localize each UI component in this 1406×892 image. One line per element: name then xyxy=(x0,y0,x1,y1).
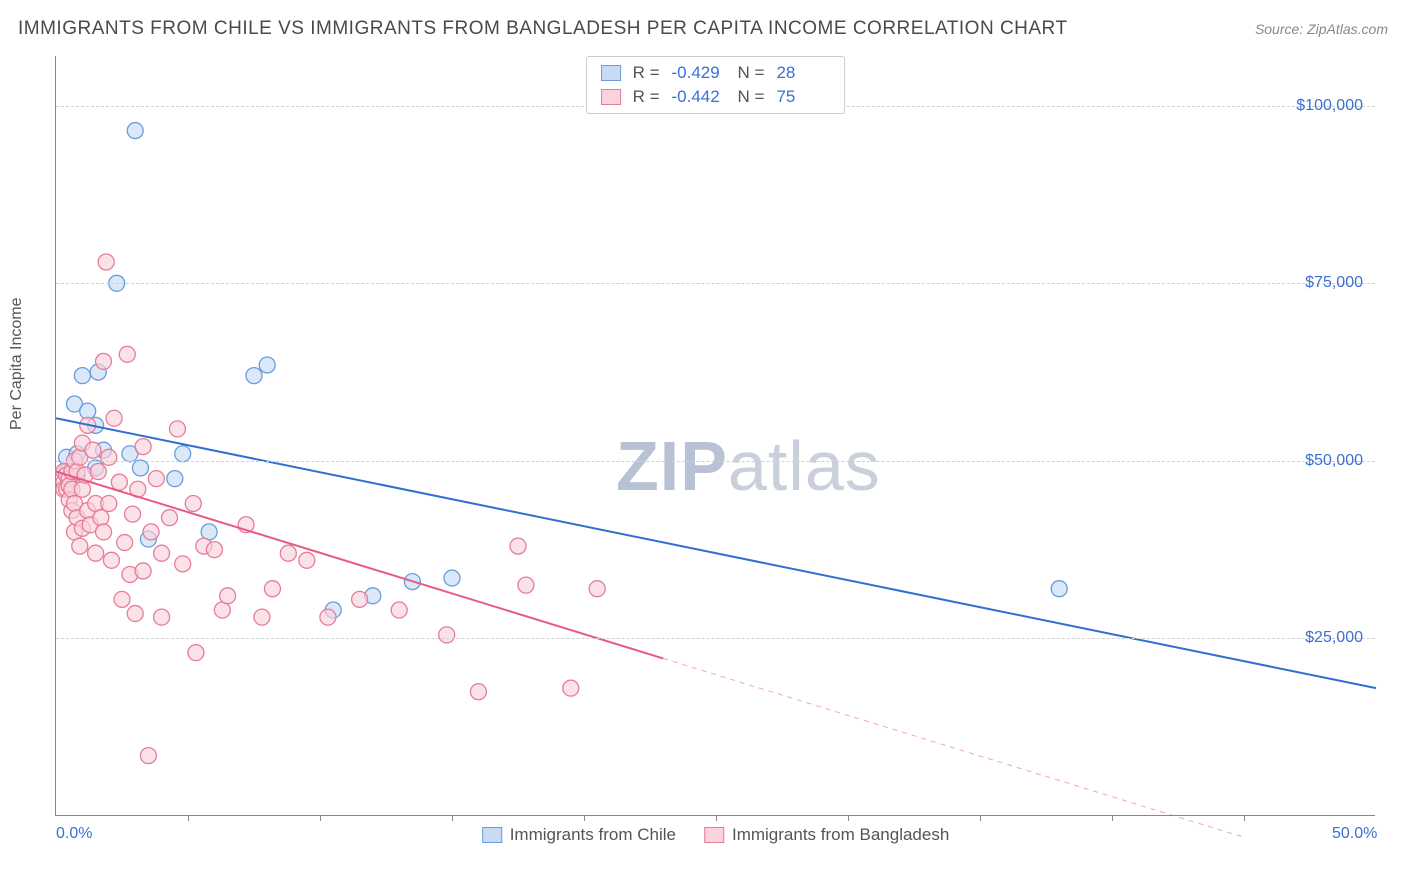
legend-row: R = -0.429 N = 28 xyxy=(601,61,831,85)
legend-swatch xyxy=(482,827,502,843)
legend-row: R = -0.442 N = 75 xyxy=(601,85,831,109)
x-tick-mark xyxy=(1112,815,1113,821)
x-tick-mark xyxy=(716,815,717,821)
gridline xyxy=(56,283,1375,284)
x-tick-label: 0.0% xyxy=(56,825,92,843)
y-tick-label: $50,000 xyxy=(1305,452,1363,470)
gridline xyxy=(56,638,1375,639)
legend-swatch xyxy=(704,827,724,843)
stat-n-value: 28 xyxy=(776,63,830,83)
x-tick-mark xyxy=(848,815,849,821)
y-tick-label: $25,000 xyxy=(1305,629,1363,647)
stat-r-label: R = xyxy=(633,87,660,107)
x-tick-mark xyxy=(452,815,453,821)
y-tick-label: $100,000 xyxy=(1296,97,1363,115)
chart-title: IMMIGRANTS FROM CHILE VS IMMIGRANTS FROM… xyxy=(18,18,1068,40)
plot-area: ZIPatlas R =-0.429N =28R =-0.442N =75 Im… xyxy=(55,56,1375,816)
y-axis-label: Per Capita Income xyxy=(8,297,26,430)
scatter-svg xyxy=(56,56,1375,815)
stat-n-label: N = xyxy=(738,63,765,83)
chart-source: Source: ZipAtlas.com xyxy=(1255,21,1388,37)
x-tick-mark xyxy=(584,815,585,821)
stat-n-label: N = xyxy=(738,87,765,107)
x-tick-mark xyxy=(980,815,981,821)
stat-r-value: -0.442 xyxy=(672,87,726,107)
x-tick-mark xyxy=(320,815,321,821)
legend-swatch xyxy=(601,89,621,105)
legend-swatch xyxy=(601,65,621,81)
legend-label: Immigrants from Chile xyxy=(510,825,676,845)
legend-item: Immigrants from Chile xyxy=(482,825,676,845)
stat-n-value: 75 xyxy=(776,87,830,107)
stat-r-label: R = xyxy=(633,63,660,83)
legend-label: Immigrants from Bangladesh xyxy=(732,825,949,845)
series-legend: Immigrants from Chile Immigrants from Ban… xyxy=(482,825,950,845)
x-tick-label: 50.0% xyxy=(1332,825,1377,843)
x-tick-mark xyxy=(1244,815,1245,821)
stat-r-value: -0.429 xyxy=(672,63,726,83)
title-bar: IMMIGRANTS FROM CHILE VS IMMIGRANTS FROM… xyxy=(18,18,1388,40)
y-tick-label: $75,000 xyxy=(1305,274,1363,292)
correlation-legend: R = -0.429 N = 28 R = -0.442 N = 75 xyxy=(586,56,846,114)
x-tick-mark xyxy=(188,815,189,821)
legend-item: Immigrants from Bangladesh xyxy=(704,825,949,845)
gridline xyxy=(56,461,1375,462)
